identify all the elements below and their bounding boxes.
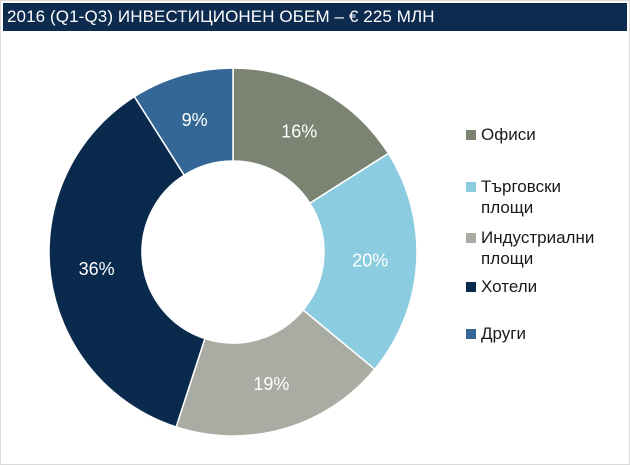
slice-4 [48,95,206,428]
legend-label: Други [481,324,526,343]
slice-2 [302,152,418,371]
donut-slices [48,67,418,437]
slice-label-3: 19% [253,374,289,394]
chart-title: 2016 (Q1-Q3) ИНВЕСТИЦИОНЕН ОБЕМ – € 225 … [3,3,627,31]
slice-label-5: 9% [182,110,208,130]
legend-swatch [466,182,476,192]
slice-5 [133,67,234,177]
legend-swatch [466,282,476,292]
slice-label-1: 16% [281,122,317,142]
legend-label: Търговски площи [481,177,562,217]
slice-1 [232,67,390,205]
slice-label-2: 20% [352,251,388,271]
legend-label: Индустриални площи [481,228,595,268]
legend-label: Офиси [481,125,536,144]
legend-swatch [466,130,476,140]
legend-swatch [466,329,476,339]
legend-label: Хотели [481,277,538,296]
slice-labels: 16% 20% 19% 36% 9% [79,110,389,394]
legend-swatch [466,233,476,243]
slice-label-4: 36% [79,259,115,279]
slice-3 [175,308,376,437]
